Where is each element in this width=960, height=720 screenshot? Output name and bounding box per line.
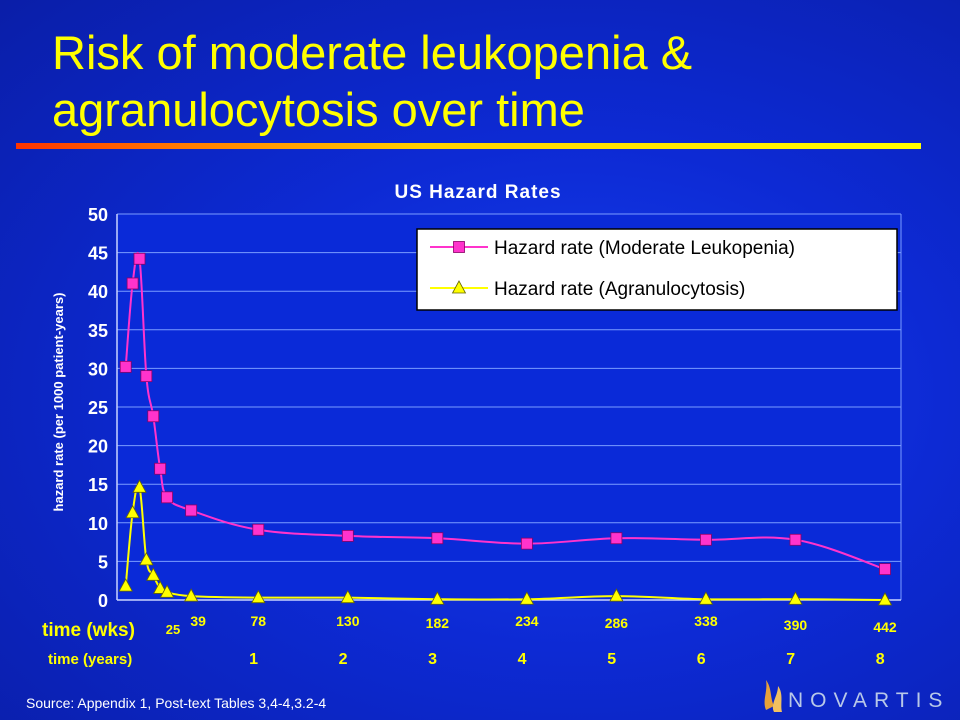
- y-tick-label: 20: [88, 437, 108, 457]
- data-point-leukopenia: [520, 537, 533, 550]
- data-point-leukopenia: [252, 523, 265, 536]
- data-point-leukopenia: [700, 533, 712, 546]
- x-tick-label-weeks: 25: [166, 622, 180, 637]
- data-point-leukopenia: [185, 504, 198, 517]
- x-tick-label-weeks: 78: [251, 613, 267, 629]
- data-point-leukopenia: [789, 533, 802, 546]
- legend-marker-square: [453, 241, 465, 253]
- x-axis-label: time (wks): [42, 620, 135, 641]
- y-tick-label: 15: [88, 475, 108, 495]
- data-point-agranulocytosis: [698, 591, 714, 605]
- x-tick-label-years: 6: [697, 651, 706, 668]
- data-point-agranulocytosis: [340, 589, 355, 604]
- data-point-agranulocytosis: [519, 591, 535, 605]
- x-tick-label-years: 8: [876, 651, 885, 668]
- legend-box: [416, 228, 898, 311]
- data-point-agranulocytosis: [788, 591, 803, 605]
- chart-title: US Hazard Rates: [394, 182, 561, 203]
- y-tick-label: 5: [98, 552, 108, 572]
- data-point-leukopenia: [147, 410, 160, 423]
- y-tick-label: 35: [88, 321, 108, 341]
- source-note: Source: Appendix 1, Post-text Tables 3,4…: [26, 695, 327, 711]
- data-point-leukopenia: [119, 360, 132, 373]
- y-tick-label: 0: [98, 591, 108, 611]
- data-point-agranulocytosis: [183, 588, 199, 602]
- data-point-agranulocytosis: [251, 589, 266, 604]
- data-point-leukopenia: [610, 532, 623, 545]
- y-axis-label: hazard rate (per 1000 patient-years): [51, 293, 66, 512]
- data-point-agranulocytosis: [609, 588, 624, 602]
- data-point-agranulocytosis: [125, 504, 140, 519]
- x-tick-label-weeks: 130: [336, 613, 360, 629]
- x-tick-label-weeks: 442: [873, 619, 897, 635]
- legend-label: Hazard rate (Moderate Leukopenia): [494, 238, 795, 259]
- y-tick-label: 25: [88, 398, 108, 418]
- y-tick-label: 50: [88, 205, 108, 225]
- data-point-leukopenia: [126, 277, 139, 290]
- x-tick-label-years: 2: [339, 651, 348, 668]
- data-point-agranulocytosis: [159, 584, 175, 598]
- chart-legend: Hazard rate (Moderate Leukopenia) Hazard …: [416, 228, 898, 311]
- x-tick-label-years: 4: [518, 651, 527, 668]
- data-point-leukopenia: [140, 370, 153, 383]
- data-point-agranulocytosis: [118, 578, 133, 592]
- y-tick-label: 10: [88, 514, 108, 534]
- x-tick-label-weeks: 182: [426, 615, 450, 631]
- data-point-agranulocytosis: [146, 567, 161, 581]
- data-point-leukopenia: [879, 563, 891, 576]
- data-point-leukopenia: [154, 462, 167, 475]
- data-point-leukopenia: [431, 532, 444, 545]
- y-tick-label: 40: [88, 282, 108, 302]
- x-tick-label-years: 7: [786, 651, 795, 668]
- data-point-agranulocytosis: [430, 591, 445, 605]
- x-tick-label-weeks: 39: [190, 613, 206, 629]
- data-point-agranulocytosis: [877, 592, 893, 606]
- data-point-leukopenia: [161, 491, 173, 504]
- novartis-logo: NOVARTIS: [764, 680, 949, 712]
- novartis-wordmark: NOVARTIS: [788, 689, 949, 712]
- x-tick-label-weeks: 286: [605, 615, 629, 631]
- x-tick-label-years: 3: [428, 651, 437, 668]
- data-point-leukopenia: [341, 530, 354, 542]
- x-tick-label-years: 1: [249, 651, 258, 668]
- x-tick-label-weeks: 338: [694, 613, 718, 629]
- novartis-flame-icon: [764, 680, 782, 712]
- legend-marker-triangle: [451, 280, 467, 294]
- years-label: time (years): [48, 651, 132, 668]
- x-tick-label-years: 5: [607, 651, 616, 668]
- data-point-agranulocytosis: [132, 479, 147, 493]
- data-point-agranulocytosis: [139, 552, 154, 566]
- data-point-leukopenia: [133, 252, 146, 265]
- x-tick-label-weeks: 390: [784, 617, 808, 633]
- title-underline: [16, 143, 921, 149]
- legend-label: Hazard rate (Agranulocytosis): [494, 279, 745, 300]
- y-tick-label: 30: [88, 359, 108, 379]
- data-point-agranulocytosis: [152, 580, 168, 594]
- x-tick-label-weeks: 234: [515, 613, 539, 629]
- y-tick-label: 45: [88, 244, 108, 264]
- slide-title: Risk of moderate leukopenia & agranulocy…: [52, 26, 693, 136]
